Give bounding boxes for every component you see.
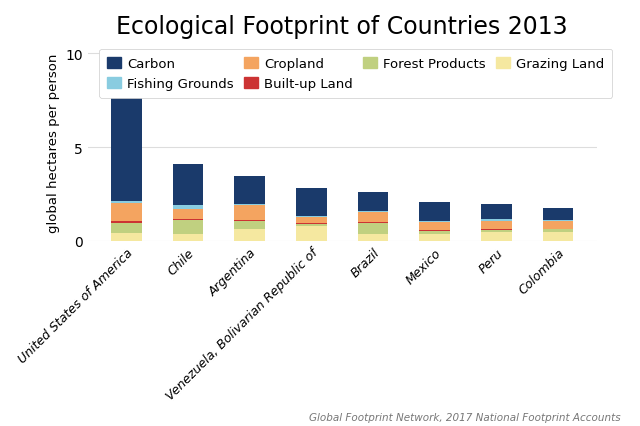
Bar — [111, 201, 141, 204]
Legend: Carbon, Fishing Grounds, Cropland, Built-up Land, Forest Products, Grazing Land: Carbon, Fishing Grounds, Cropland, Built… — [99, 49, 612, 99]
Bar — [481, 222, 512, 229]
Bar — [543, 229, 573, 230]
Bar — [358, 213, 388, 222]
Bar — [543, 208, 573, 221]
Bar — [173, 221, 204, 234]
Bar — [111, 223, 141, 233]
Bar — [296, 225, 326, 227]
Bar — [543, 233, 573, 241]
Bar — [234, 222, 265, 229]
Bar — [419, 222, 450, 230]
Bar — [419, 230, 450, 231]
Bar — [481, 232, 512, 241]
Bar — [481, 204, 512, 219]
Bar — [173, 210, 204, 219]
Bar — [419, 234, 450, 241]
Bar — [234, 221, 265, 222]
Bar — [173, 206, 204, 210]
Bar — [543, 230, 573, 233]
Bar — [296, 227, 326, 241]
Y-axis label: global hectares per person: global hectares per person — [47, 54, 60, 233]
Bar — [234, 229, 265, 241]
Bar — [358, 234, 388, 241]
Bar — [173, 164, 204, 206]
Bar — [481, 230, 512, 232]
Bar — [173, 219, 204, 221]
Bar — [296, 217, 326, 224]
Bar — [173, 234, 204, 241]
Bar — [234, 206, 265, 221]
Bar — [234, 204, 265, 206]
Bar — [358, 223, 388, 234]
Bar — [234, 177, 265, 204]
Bar — [296, 189, 326, 217]
Bar — [481, 219, 512, 222]
Bar — [111, 204, 141, 222]
Bar — [481, 229, 512, 230]
Title: Ecological Footprint of Countries 2013: Ecological Footprint of Countries 2013 — [116, 15, 568, 39]
Bar — [111, 233, 141, 241]
Bar — [358, 192, 388, 212]
Bar — [111, 99, 141, 201]
Bar — [111, 222, 141, 223]
Bar — [296, 224, 326, 225]
Bar — [419, 231, 450, 234]
Bar — [358, 222, 388, 223]
Bar — [358, 212, 388, 213]
Bar — [419, 202, 450, 222]
Text: Global Footprint Network, 2017 National Footprint Accounts: Global Footprint Network, 2017 National … — [309, 412, 621, 422]
Bar — [543, 221, 573, 229]
